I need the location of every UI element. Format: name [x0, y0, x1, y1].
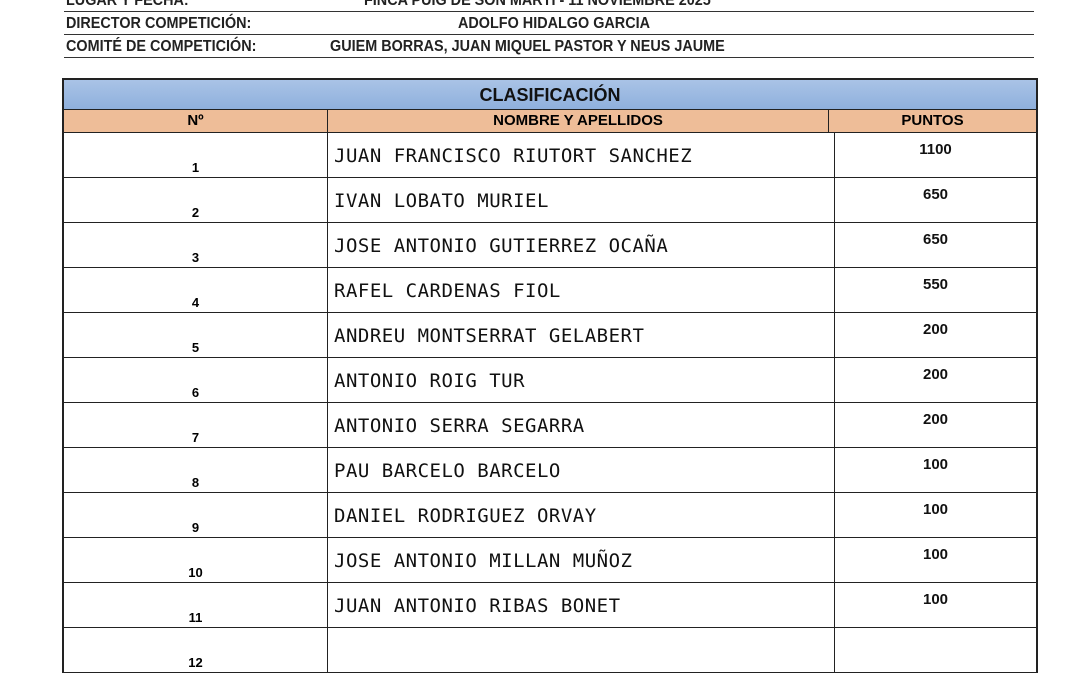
rank-number: 4: [191, 295, 200, 310]
rank-cell: 10: [64, 538, 328, 582]
rank-cell: 11: [64, 583, 328, 627]
points-value: 100: [922, 546, 949, 563]
table-row: 5 ANDREU MONTSERRAT GELABERT 200: [64, 313, 1036, 358]
table-header: Nº NOMBRE Y APELLIDOS PUNTOS: [64, 110, 1036, 133]
rank-number: 5: [191, 340, 200, 355]
table-row: 2 IVAN LOBATO MURIEL 650: [64, 178, 1036, 223]
points-value: 100: [922, 501, 949, 518]
points-value: 650: [922, 231, 949, 248]
participant-name: JUAN FRANCISCO RIUTORT SANCHEZ: [328, 133, 835, 177]
lugar-label: LUGAR Y FECHA:: [66, 0, 189, 9]
participant-name: IVAN LOBATO MURIEL: [328, 178, 835, 222]
column-header-number: Nº: [64, 110, 328, 132]
rank-cell: 12: [64, 628, 328, 672]
comite-label: COMITÉ DE COMPETICIÓN:: [66, 38, 257, 55]
participant-name: ANTONIO ROIG TUR: [328, 358, 835, 402]
participant-name: ANTONIO SERRA SEGARRA: [328, 403, 835, 447]
participant-name: PAU BARCELO BARCELO: [328, 448, 835, 492]
participant-name: JUAN ANTONIO RIBAS BONET: [328, 583, 835, 627]
table-row: 1 JUAN FRANCISCO RIUTORT SANCHEZ 1100: [64, 133, 1036, 178]
points-value: 200: [922, 411, 949, 428]
rank-cell: 1: [64, 133, 328, 177]
points-value: 550: [922, 276, 949, 293]
table-row: 4 RAFEL CARDENAS FIOL 550: [64, 268, 1036, 313]
rank-number: 9: [191, 520, 200, 535]
director-line: DIRECTOR COMPETICIÓN: ADOLFO HIDALGO GAR…: [64, 12, 1034, 35]
points-value: 200: [922, 366, 949, 383]
column-header-name: NOMBRE Y APELLIDOS: [328, 110, 829, 132]
classification-table: CLASIFICACIÓN Nº NOMBRE Y APELLIDOS PUNT…: [62, 78, 1038, 673]
rank-number: 6: [191, 385, 200, 400]
rank-number: 12: [188, 655, 203, 670]
points-value: 100: [922, 591, 949, 608]
rank-number: 7: [191, 430, 200, 445]
table-row: 3 JOSE ANTONIO GUTIERREZ OCAÑA 650: [64, 223, 1036, 268]
column-header-points: PUNTOS: [901, 112, 964, 129]
rank-number: 10: [188, 565, 203, 580]
points-value: 650: [922, 186, 949, 203]
table-row: 7 ANTONIO SERRA SEGARRA 200: [64, 403, 1036, 448]
participant-name: JOSE ANTONIO GUTIERREZ OCAÑA: [328, 223, 835, 267]
table-row: 9 DANIEL RODRIGUEZ ORVAY 100: [64, 493, 1036, 538]
table-row: 10 JOSE ANTONIO MILLAN MUÑOZ 100: [64, 538, 1036, 583]
points-value: [835, 628, 1036, 672]
table-row: 11 JUAN ANTONIO RIBAS BONET 100: [64, 583, 1036, 628]
points-value: 1100: [919, 141, 952, 158]
rank-cell: 8: [64, 448, 328, 492]
participant-name: RAFEL CARDENAS FIOL: [328, 268, 835, 312]
rank-cell: 7: [64, 403, 328, 447]
rank-number: 8: [191, 475, 200, 490]
rank-number: 3: [191, 250, 200, 265]
comite-line: COMITÉ DE COMPETICIÓN: GUIEM BORRAS, JUA…: [64, 35, 1034, 58]
rank-cell: 4: [64, 268, 328, 312]
rank-number: 1: [191, 160, 200, 175]
rank-cell: 5: [64, 313, 328, 357]
comite-value: GUIEM BORRAS, JUAN MIQUEL PASTOR Y NEUS …: [330, 38, 725, 55]
lugar-line: LUGAR Y FECHA: FINCA PUIG DE SON MARTI -…: [64, 0, 1034, 12]
participant-name: ANDREU MONTSERRAT GELABERT: [328, 313, 835, 357]
participant-name: [328, 628, 835, 672]
table-row: 6 ANTONIO ROIG TUR 200: [64, 358, 1036, 403]
director-value: ADOLFO HIDALGO GARCIA: [458, 15, 650, 32]
points-value: 200: [922, 321, 949, 338]
director-label: DIRECTOR COMPETICIÓN:: [66, 15, 252, 32]
rank-cell: 2: [64, 178, 328, 222]
participant-name: JOSE ANTONIO MILLAN MUÑOZ: [328, 538, 835, 582]
rank-cell: 9: [64, 493, 328, 537]
rank-number: 2: [191, 205, 200, 220]
table-title: CLASIFICACIÓN: [64, 80, 1036, 110]
rank-number: 11: [188, 610, 203, 625]
table-row: 8 PAU BARCELO BARCELO 100: [64, 448, 1036, 493]
participant-name: DANIEL RODRIGUEZ ORVAY: [328, 493, 835, 537]
rank-cell: 6: [64, 358, 328, 402]
points-value: 100: [922, 456, 949, 473]
lugar-value: FINCA PUIG DE SON MARTI - 11 NOVIEMBRE 2…: [364, 0, 711, 9]
rank-cell: 3: [64, 223, 328, 267]
table-row: 12: [64, 628, 1036, 673]
